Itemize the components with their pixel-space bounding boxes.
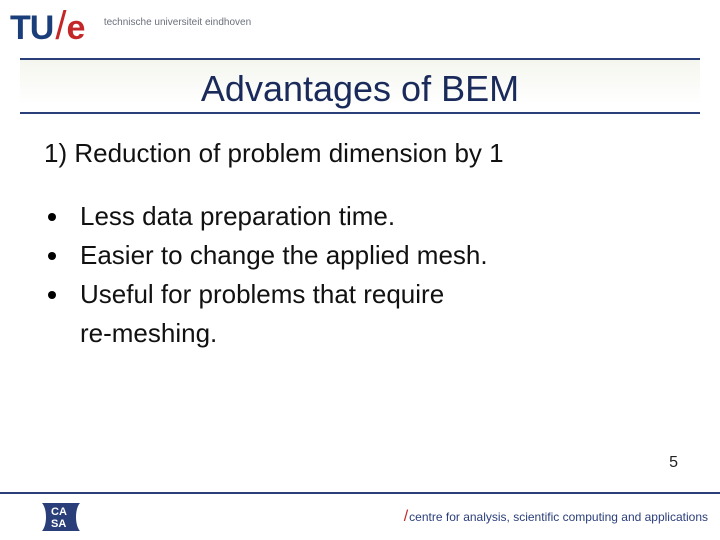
bullet-icon bbox=[48, 213, 56, 221]
title-block: Advantages of BEM bbox=[0, 58, 720, 114]
bullet-icon bbox=[48, 252, 56, 260]
casa-bottom-text: SA bbox=[51, 518, 66, 530]
slide-title: Advantages of BEM bbox=[20, 60, 700, 112]
bullet-list: Less data preparation time. Easier to ch… bbox=[44, 199, 680, 312]
university-logo: TU / e bbox=[10, 4, 85, 49]
bullet-icon bbox=[48, 291, 56, 299]
bullet-text: Easier to change the applied mesh. bbox=[80, 238, 680, 273]
bullet-text: Less data preparation time. bbox=[80, 199, 680, 234]
footer-body: CA SA /centre for analysis, scientific c… bbox=[0, 494, 720, 540]
footer-text: /centre for analysis, scientific computi… bbox=[404, 508, 708, 526]
footer-slash-icon: / bbox=[404, 508, 408, 525]
bullet-text: Useful for problems that require bbox=[80, 277, 680, 312]
slide-content: 1) Reduction of problem dimension by 1 L… bbox=[0, 114, 720, 351]
page-number: 5 bbox=[669, 454, 678, 472]
header: TU / e technische universiteit eindhoven bbox=[0, 0, 720, 60]
logo-slash-icon: / bbox=[55, 4, 66, 49]
list-item: Useful for problems that require bbox=[48, 277, 680, 312]
bullet-continuation: re-meshing. bbox=[44, 316, 680, 351]
list-item: Easier to change the applied mesh. bbox=[48, 238, 680, 273]
footer: CA SA /centre for analysis, scientific c… bbox=[0, 492, 720, 540]
casa-top-text: CA bbox=[51, 506, 67, 518]
footer-centre-text: centre for analysis, scientific computin… bbox=[409, 510, 708, 524]
university-name: technische universiteit eindhoven bbox=[104, 17, 251, 28]
list-item: Less data preparation time. bbox=[48, 199, 680, 234]
logo-e: e bbox=[66, 9, 85, 48]
logo-tu: TU bbox=[10, 9, 53, 48]
casa-logo: CA SA bbox=[40, 501, 84, 533]
section-heading: 1) Reduction of problem dimension by 1 bbox=[44, 136, 680, 171]
